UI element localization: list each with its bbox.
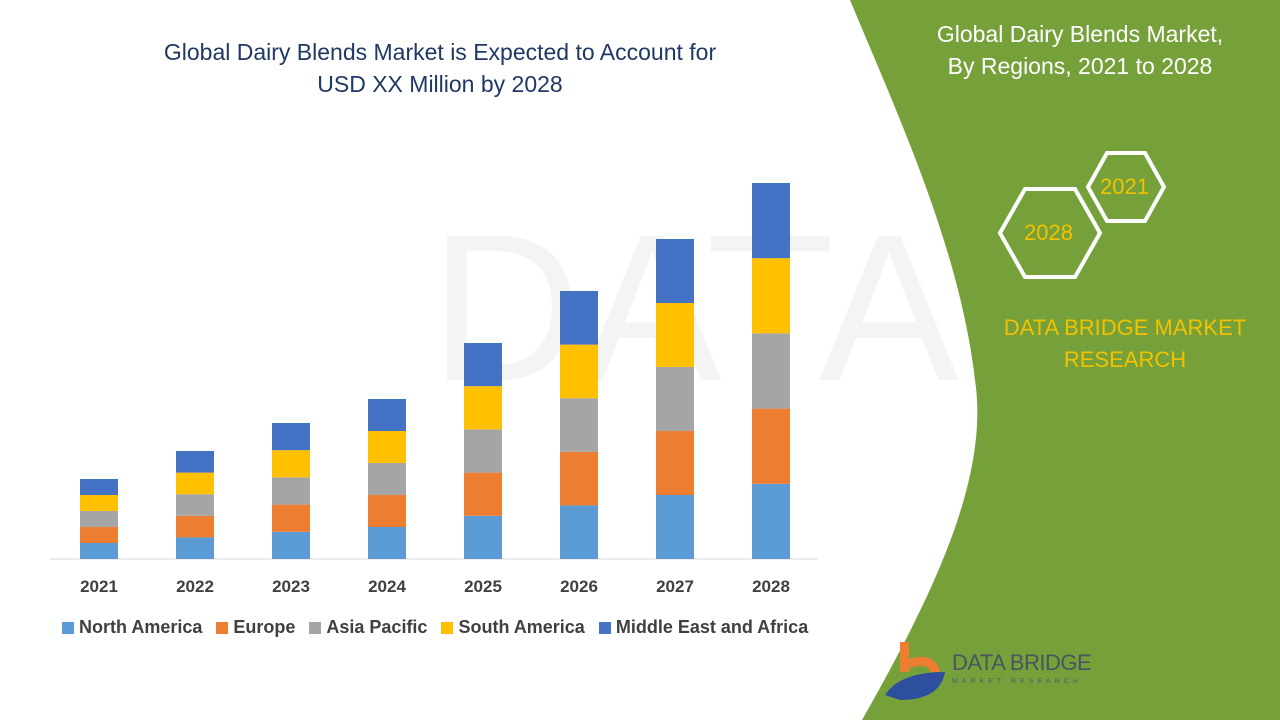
- bar-2028-europe: [752, 408, 790, 484]
- bar-2022-asia-pacific: [176, 494, 214, 516]
- brand-text: DATA BRIDGE MARKET RESEARCH: [1003, 315, 1247, 372]
- bar-2022-north-america: [176, 537, 214, 559]
- bar-2021-south-america: [80, 495, 118, 511]
- bar-2024-north-america: [368, 527, 406, 559]
- logo-text: DATA BRIDGE: [952, 650, 1092, 675]
- legend-swatch: [62, 621, 74, 634]
- bar-2022-europe: [176, 515, 214, 538]
- bar-2023-middle-east-and-africa: [272, 423, 310, 451]
- bar-2026-asia-pacific: [560, 398, 598, 452]
- bar-2022-south-america: [176, 472, 214, 495]
- bar-2025-south-america: [464, 386, 502, 430]
- stacked-bar-chart: 2021 2022 2023 2024 2025 2026 2027 2028: [50, 183, 818, 596]
- bar-2021-middle-east-and-africa: [80, 479, 118, 495]
- bar-2025-asia-pacific: [464, 429, 502, 473]
- panel-title: Global Dairy Blends Market, By Regions, …: [936, 21, 1224, 79]
- bar-2025-europe: [464, 472, 502, 516]
- chart-legend: North America Europe Asia Pacific South Ame…: [62, 617, 808, 638]
- legend-swatch: [598, 621, 611, 634]
- legend-item: Europe: [216, 617, 295, 638]
- bar-2027-europe: [656, 431, 694, 495]
- legend-item: South America: [441, 617, 585, 638]
- bar-2023-europe: [272, 504, 310, 532]
- legend-item: North America: [62, 617, 202, 638]
- bar-2023-north-america: [272, 531, 310, 559]
- x-tick-label: 2025: [464, 577, 502, 596]
- bar-2024-middle-east-and-africa: [368, 399, 406, 431]
- bar-2025-middle-east-and-africa: [464, 343, 502, 387]
- legend-label: Europe: [233, 617, 296, 637]
- logo-icon: [885, 642, 945, 700]
- hex-label-start: 2021: [1100, 174, 1149, 199]
- bar-2024-south-america: [368, 431, 406, 463]
- legend-swatch: [441, 621, 454, 634]
- legend-label: North America: [79, 617, 203, 637]
- legend-item: Asia Pacific: [309, 617, 427, 638]
- bar-2028-north-america: [752, 483, 790, 559]
- hexagon-2021: [1085, 151, 1167, 223]
- x-tick-label: 2027: [656, 577, 694, 596]
- x-tick-label: 2023: [272, 577, 310, 596]
- legend-swatch: [216, 621, 229, 634]
- bar-2027-south-america: [656, 303, 694, 367]
- bar-2027-middle-east-and-africa: [656, 239, 694, 303]
- page-title: Global Dairy Blends Market is Expected t…: [163, 39, 717, 97]
- bar-2026-europe: [560, 451, 598, 506]
- bar-2026-north-america: [560, 505, 598, 559]
- hexagon-2028: [997, 187, 1103, 279]
- bar-2028-south-america: [752, 258, 790, 334]
- legend-swatch: [309, 621, 322, 634]
- bar-2022-middle-east-and-africa: [176, 451, 214, 473]
- legend-label: South America: [458, 617, 585, 637]
- green-panel: [850, 0, 1280, 720]
- bar-2021-north-america: [80, 543, 118, 559]
- legend-label: Asia Pacific: [326, 617, 428, 637]
- bar-2021-asia-pacific: [80, 511, 118, 527]
- x-tick-label: 2024: [368, 577, 406, 596]
- bar-2021-europe: [80, 527, 118, 543]
- bar-2027-asia-pacific: [656, 367, 694, 431]
- bar-2026-middle-east-and-africa: [560, 291, 598, 345]
- bar-2028-middle-east-and-africa: [752, 183, 790, 259]
- bar-2024-asia-pacific: [368, 463, 406, 495]
- hex-label-end: 2028: [1024, 220, 1073, 245]
- bar-2023-asia-pacific: [272, 477, 310, 505]
- bar-2025-north-america: [464, 515, 502, 559]
- x-tick-label: 2021: [80, 577, 118, 596]
- logo-subtext: MARKET RESEARCH: [952, 678, 1082, 685]
- x-tick-label: 2022: [176, 577, 214, 596]
- bar-2023-south-america: [272, 450, 310, 478]
- legend-label: Middle East and Africa: [615, 617, 809, 637]
- bar-2024-europe: [368, 495, 406, 527]
- x-tick-label: 2028: [752, 577, 790, 596]
- x-tick-label: 2026: [560, 577, 598, 596]
- bar-2027-north-america: [656, 495, 694, 559]
- legend-item: Middle East and Africa: [598, 617, 809, 638]
- bar-2026-south-america: [560, 344, 598, 399]
- bar-2028-asia-pacific: [752, 333, 790, 409]
